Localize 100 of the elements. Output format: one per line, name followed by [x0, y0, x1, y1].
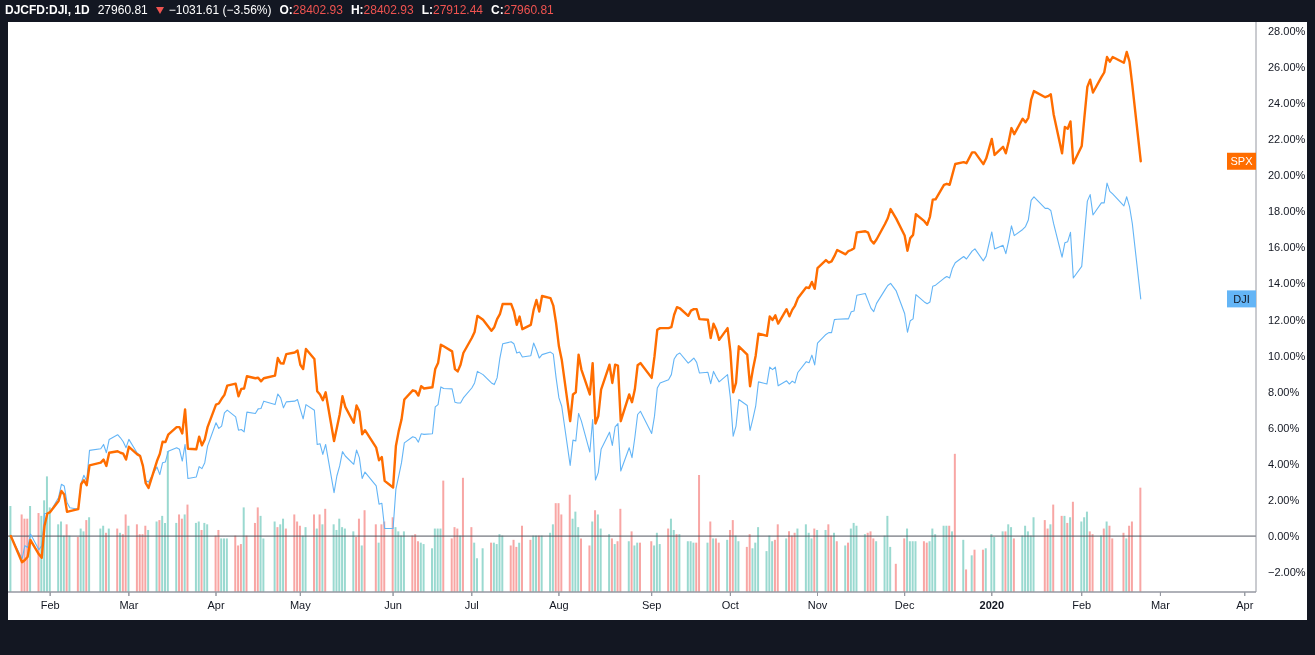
text: H:28402.93 — [350, 3, 414, 17]
bar — [256, 507, 259, 592]
bar — [886, 515, 889, 592]
bar — [726, 539, 729, 592]
bar — [433, 528, 436, 592]
line-series — [9, 50, 1142, 564]
bar — [456, 528, 459, 592]
y-tick-label: 24.00% — [1268, 97, 1306, 110]
bar — [312, 514, 315, 592]
bar — [397, 531, 400, 592]
bar — [973, 549, 976, 592]
bar — [68, 535, 71, 592]
bar — [144, 525, 147, 592]
bar — [793, 532, 796, 592]
bar — [220, 538, 223, 592]
bar — [993, 537, 996, 592]
bar — [332, 524, 335, 592]
bar — [273, 521, 276, 592]
bar — [45, 476, 48, 592]
bar — [498, 534, 501, 592]
x-tick-label: Feb — [1072, 598, 1092, 611]
bar — [591, 521, 594, 592]
bar — [1007, 524, 1010, 592]
bar — [731, 520, 734, 592]
bar — [1139, 487, 1142, 592]
bar — [824, 529, 827, 592]
bar — [9, 505, 12, 592]
bar — [79, 528, 82, 592]
bar — [363, 510, 366, 592]
bar — [422, 544, 425, 592]
bar — [470, 527, 473, 592]
bar — [338, 518, 341, 592]
bar — [352, 531, 355, 592]
bar — [107, 528, 110, 592]
bar — [757, 527, 760, 592]
bar — [178, 514, 181, 592]
bar — [709, 521, 712, 592]
y-tick-label: 0.00% — [1268, 529, 1300, 542]
bar — [610, 538, 613, 592]
bar — [1032, 517, 1035, 592]
bar — [1052, 504, 1055, 592]
bar — [1102, 528, 1105, 592]
bar — [124, 514, 127, 592]
bar — [785, 538, 788, 592]
bar — [627, 541, 630, 592]
x-tick-label: Jul — [464, 598, 479, 611]
x-tick-label: Aug — [549, 598, 569, 611]
x-tick-label: Apr — [1236, 598, 1254, 611]
text: 27960.81 — [97, 3, 148, 17]
bar — [1128, 525, 1131, 592]
bar — [1122, 532, 1125, 592]
x-tick-label: Feb — [40, 598, 60, 611]
text: DJI — [1233, 292, 1250, 305]
x-tick-label: Mar — [119, 598, 139, 611]
bar — [768, 535, 771, 592]
bar — [914, 541, 917, 592]
bar — [698, 474, 701, 592]
bar — [324, 508, 327, 592]
bar — [734, 535, 737, 592]
bar — [501, 535, 504, 592]
bar — [206, 524, 209, 592]
bar — [183, 514, 186, 592]
bar — [835, 541, 838, 592]
y-tick-label: 10.00% — [1268, 349, 1306, 362]
bar — [906, 528, 909, 592]
x-tick-label: Sep — [641, 598, 662, 611]
bar — [1080, 521, 1083, 592]
y-tick-label: 16.00% — [1268, 241, 1306, 254]
text: SPX — [1230, 155, 1254, 168]
bar — [855, 525, 858, 592]
bar — [127, 525, 130, 592]
bar — [596, 514, 599, 592]
bar — [161, 515, 164, 592]
bar — [1049, 524, 1052, 592]
bar — [377, 542, 380, 592]
bar — [1024, 525, 1027, 592]
y-tick-label: −2.00% — [1268, 566, 1306, 579]
bar — [1130, 521, 1133, 592]
bar — [689, 541, 692, 592]
bar — [57, 524, 60, 592]
bar — [436, 528, 439, 592]
bar — [852, 522, 855, 592]
bar — [104, 532, 107, 592]
bar — [748, 534, 751, 592]
bar — [580, 538, 582, 592]
bar — [953, 453, 956, 592]
y-tick-label: 2.00% — [1268, 493, 1300, 506]
bar — [99, 528, 102, 592]
bar — [194, 522, 197, 592]
bar — [442, 480, 445, 592]
bar — [911, 541, 914, 592]
bar — [1010, 527, 1013, 592]
bar — [374, 524, 377, 592]
y-tick-label: 12.00% — [1268, 313, 1306, 326]
bar — [147, 529, 150, 592]
bar — [360, 545, 363, 592]
bar — [1071, 501, 1074, 592]
bar — [82, 531, 85, 592]
bar — [304, 527, 307, 592]
bar — [1085, 511, 1088, 592]
